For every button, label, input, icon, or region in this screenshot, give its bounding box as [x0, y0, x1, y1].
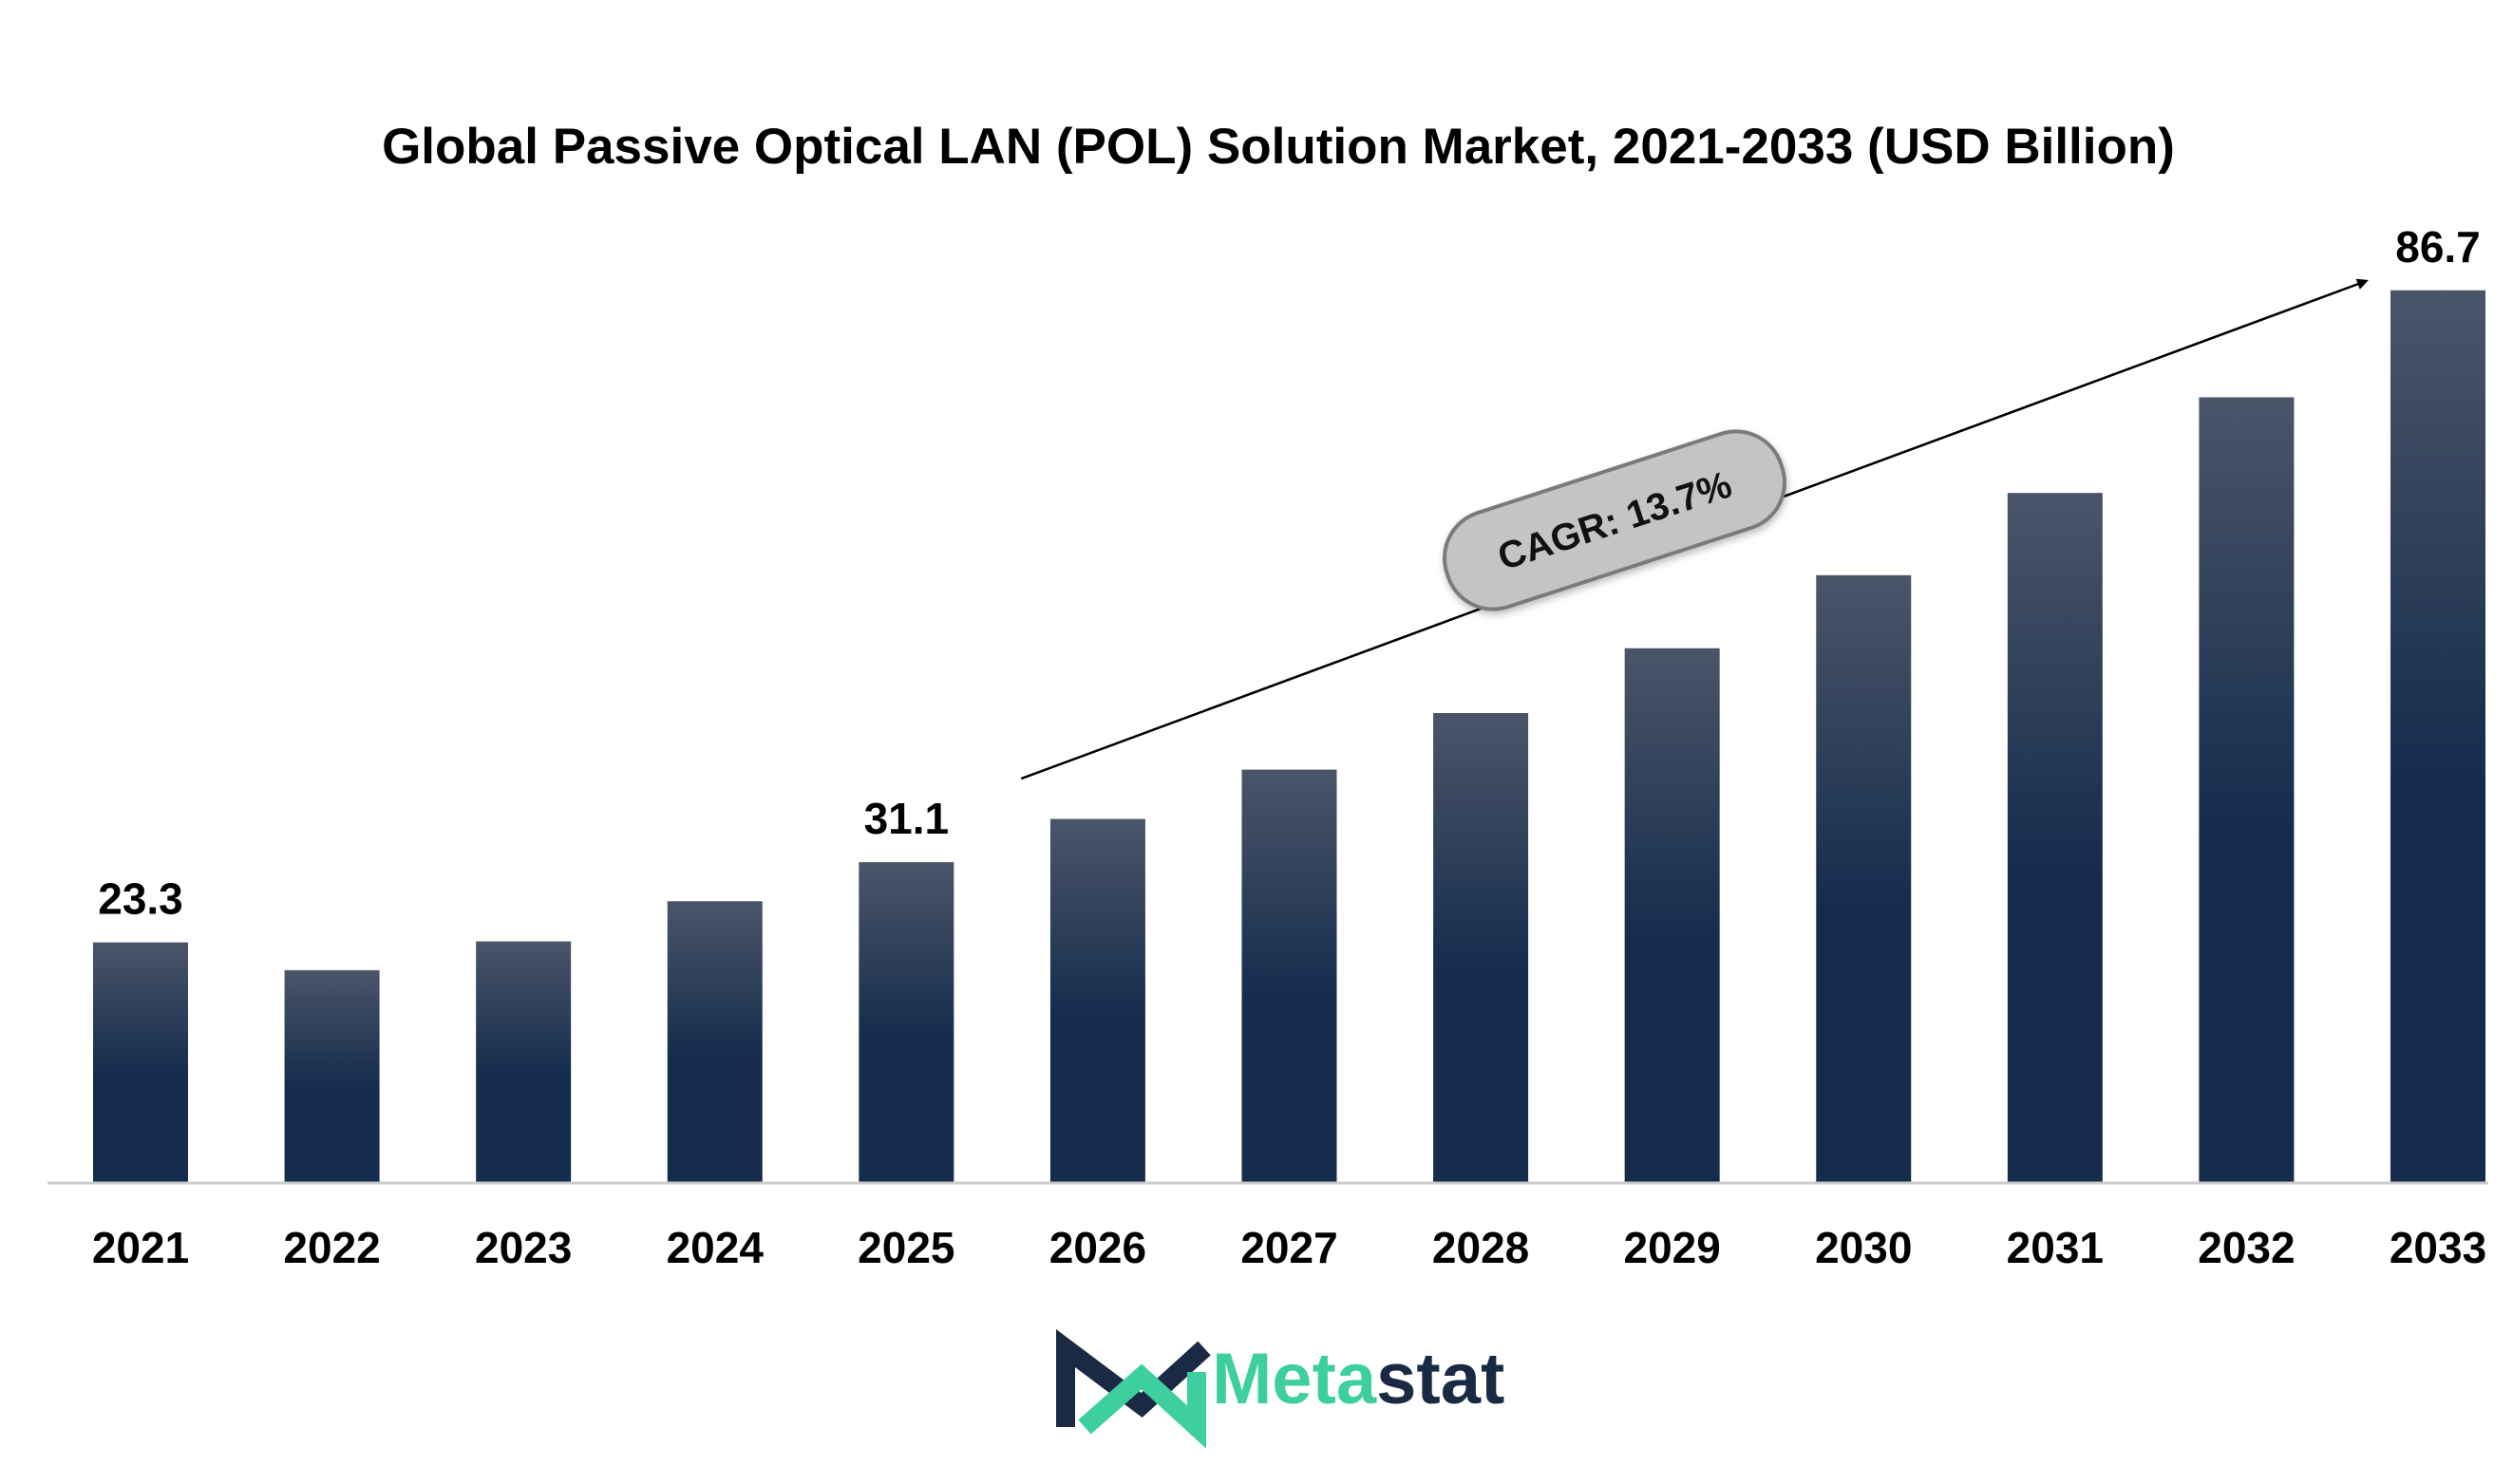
metastat-m-logo-icon	[1056, 1329, 1211, 1449]
bar-2030	[1816, 574, 1912, 1182]
brand-name-part2: stat	[1376, 1339, 1504, 1419]
x-tick-label-2029: 2029	[1623, 1223, 1720, 1272]
x-tick-label-2032: 2032	[2198, 1223, 2295, 1272]
bar-2033	[2390, 290, 2485, 1182]
x-tick-label-2026: 2026	[1049, 1223, 1146, 1272]
bar-2024	[667, 901, 763, 1182]
data-labels: 23.3 31.1 86.7	[98, 222, 2481, 924]
bar-2027	[1241, 769, 1337, 1182]
x-tick-label-2031: 2031	[2007, 1223, 2104, 1272]
x-tick-label-2025: 2025	[858, 1223, 954, 1272]
cagr-badge: CAGR: 13.7%	[1442, 429, 1787, 611]
x-tick-label-2021: 2021	[92, 1223, 189, 1272]
x-tick-label-2030: 2030	[1815, 1223, 1912, 1272]
bar-2022	[284, 969, 380, 1182]
x-tick-label-2027: 2027	[1240, 1223, 1337, 1272]
x-tick-label-2024: 2024	[667, 1223, 765, 1272]
bar-2023	[476, 941, 572, 1182]
bar-2021	[93, 942, 188, 1182]
brand-name-part1: Meta	[1212, 1339, 1377, 1419]
x-tick-label-2022: 2022	[283, 1223, 380, 1272]
bar-2028	[1433, 713, 1529, 1182]
metastat-logo: Metastat	[1056, 1329, 1504, 1449]
data-label-2021: 23.3	[98, 874, 183, 924]
bar-series	[93, 290, 2485, 1183]
data-label-2033: 86.7	[2395, 222, 2481, 272]
bar-2031	[2007, 493, 2103, 1182]
bar-2032	[2199, 397, 2295, 1183]
bar-2025	[859, 862, 954, 1182]
x-axis-ticks: 2021 2022 2023 2024 2025 2026 2027 2028 2029 2030…	[92, 1223, 2486, 1272]
x-tick-label-2033: 2033	[2390, 1223, 2486, 1272]
bar-2029	[1624, 648, 1720, 1182]
brand-name: Metastat	[1212, 1339, 1504, 1419]
data-label-2025: 31.1	[864, 794, 950, 843]
x-tick-label-2028: 2028	[1432, 1223, 1529, 1272]
chart-title: Global Passive Optical LAN (POL) Solutio…	[382, 119, 2175, 175]
bar-2026	[1049, 818, 1145, 1182]
x-tick-label-2023: 2023	[475, 1223, 572, 1272]
